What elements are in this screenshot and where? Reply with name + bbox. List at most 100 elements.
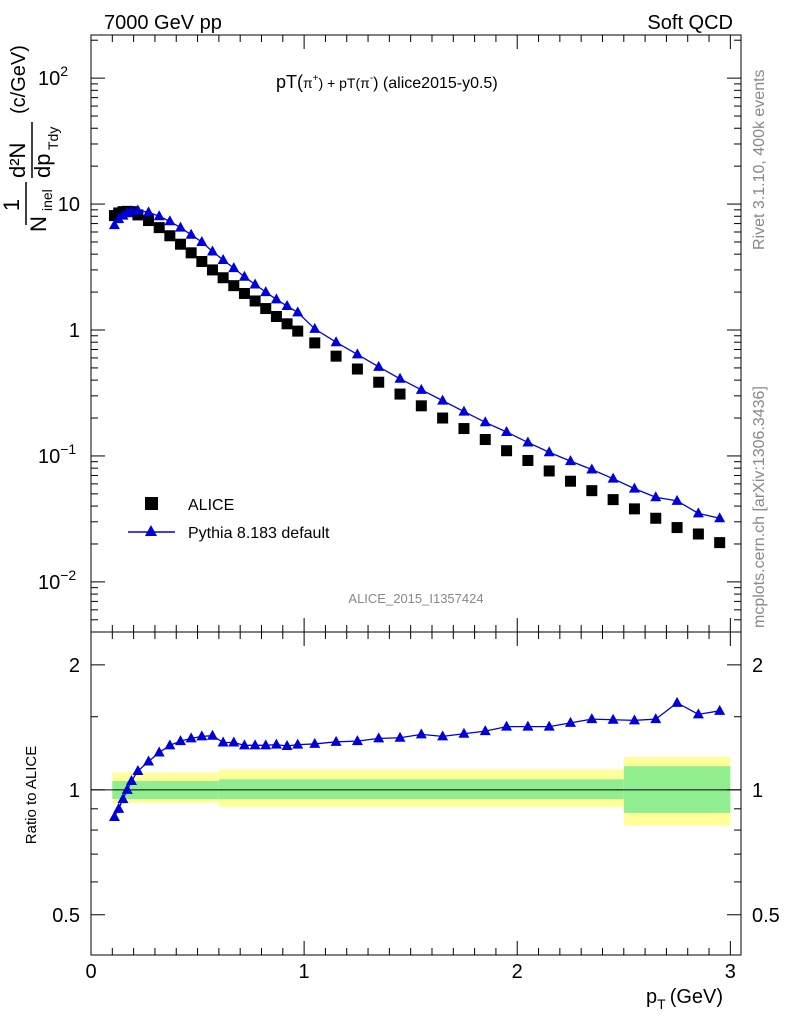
pythia-point [196,235,208,246]
pythia-point [260,286,272,297]
ratio-point [270,738,282,749]
main-marks [108,204,726,549]
pythia-point [522,436,534,447]
ratio-point [113,802,125,813]
ratio-band-inner [218,779,624,800]
ratio-point [373,732,385,743]
alice-point [228,280,240,292]
pythia-point [394,372,406,383]
alice-point [185,247,197,259]
ratio-y-tick-label-right: 1 [752,780,763,802]
alice-point [671,522,683,534]
alice-point [415,400,427,412]
ratio-plot-frame [90,631,742,956]
pythia-point [565,455,577,466]
alice-point [270,311,282,323]
alice-point [206,264,218,276]
alice-point [330,350,342,362]
ratio-point [628,714,640,725]
pythia-point [270,293,282,304]
main-plot-frame [90,34,742,633]
ratio-ticks: 0 1 2 3 2 2 1 1 0.5 0.5 [52,632,780,983]
legend-mc-marker [145,525,157,536]
ratio-point [650,713,662,724]
pythia-point [458,405,470,416]
ratio-point [309,737,321,748]
alice-point [628,503,640,515]
ratio-marks [108,696,726,822]
pythia-point [143,206,155,217]
ratio-bands [91,756,741,826]
pythia-point [175,221,187,232]
ratio-point [185,732,197,743]
ratio-point [196,730,208,741]
energy-label: 7000 GeV pp [104,12,222,34]
process-label: Soft QCD [647,12,733,34]
ratio-point [249,739,261,750]
pythia-point [217,253,229,264]
ratio-y-tick-label: 2 [69,655,80,677]
ratio-point [125,775,137,786]
pythia-point [671,494,683,505]
pythia-point [501,425,513,436]
alice-point [692,528,704,540]
ratio-point [108,811,120,822]
pythia-point [249,278,261,289]
alice-point [309,337,321,349]
ratio-point [206,729,218,740]
pythia-point [164,215,176,226]
pythia-point [543,446,555,457]
ratio-point [522,720,534,731]
pythia-point [437,394,449,405]
mcplots-label: mcplots.cern.ch [arXiv:1306.3436] [751,386,768,628]
ratio-point [330,735,342,746]
ratio-point [671,696,683,707]
ylabel-inel: inel [39,189,55,211]
ratio-point [143,755,155,766]
ratio-point [437,730,449,741]
ylabel-N: N [26,216,51,232]
pythia-point [108,219,120,230]
pythia-point [373,360,385,371]
ratio-point [132,765,144,776]
pythia-point [185,228,197,239]
alice-point [132,209,144,221]
alice-point [565,475,577,487]
ylabel-Tdy: Tdy [45,127,61,150]
y-tick-label: 10−1 [38,441,76,468]
plot-title: pT(π+) + pT(π-) (alice2015-y0.5) [276,72,498,92]
pythia-point [228,262,240,273]
alice-point [373,376,385,388]
ratio-y-tick-label-right: 0.5 [752,905,780,927]
ratio-ylabel: Ratio to ALICE [23,746,40,844]
ratio-point [479,725,491,736]
ratio-point [292,738,304,749]
rivet-label: Rivet 3.1.10, 400k events [751,69,768,250]
y-tick-label: 1 [69,320,80,342]
pythia-point [628,482,640,493]
y-tick-label: 10 [58,194,80,216]
ratio-point [714,704,726,715]
x-tick-label: 3 [725,961,736,983]
x-tick-label: 1 [299,961,310,983]
ratio-point [692,708,704,719]
alice-point [281,318,293,330]
alice-point [196,255,208,267]
legend: ALICE Pythia 8.183 default [128,497,330,542]
ratio-y-tick-label: 1 [69,780,80,802]
alice-point [458,423,470,435]
pythia-point [586,463,598,474]
pythia-point [132,204,144,215]
alice-point [543,465,555,477]
ratio-point [586,713,598,724]
alice-point [292,325,304,337]
y-tick-label: 102 [38,63,68,90]
alice-point [479,434,491,446]
alice-point [217,272,229,284]
y-tick-label: 10−2 [38,567,76,594]
pythia-point [607,472,619,483]
legend-mc-label: Pythia 8.183 default [188,525,330,542]
pythia-point [351,348,363,359]
alice-point [153,222,165,234]
